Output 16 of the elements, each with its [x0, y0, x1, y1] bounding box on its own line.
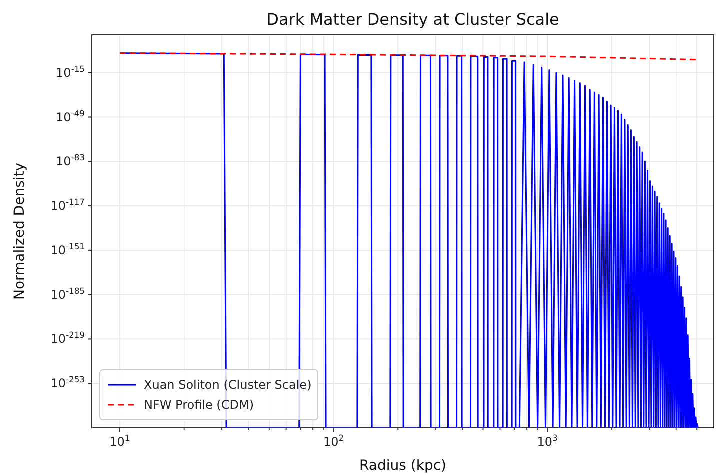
- y-tick-label: 10$^{-49}$: [56, 108, 85, 124]
- y-tick-label: 10$^{-253}$: [50, 374, 85, 391]
- y-tick-label: 10$^{-117}$: [50, 197, 85, 214]
- y-tick-label: 10$^{-15}$: [56, 64, 85, 80]
- y-tick-label: 10$^{-83}$: [56, 152, 85, 169]
- x-tick-label: 10$^{3}$: [537, 433, 558, 449]
- x-axis-title: Radius (kpc): [359, 458, 447, 474]
- x-tick-label: 10$^{1}$: [110, 433, 130, 449]
- x-tick-label: 10$^{2}$: [323, 433, 344, 449]
- y-tick-label: 10$^{-219}$: [50, 330, 85, 346]
- legend-label: Xuan Soliton (Cluster Scale): [144, 378, 312, 392]
- chart-title: Dark Matter Density at Cluster Scale: [266, 10, 560, 29]
- y-axis-title: Normalized Density: [12, 162, 28, 300]
- y-tick-label: 10$^{-151}$: [50, 241, 85, 258]
- legend-label: NFW Profile (CDM): [144, 398, 254, 412]
- y-tick-label: 10$^{-185}$: [50, 286, 85, 302]
